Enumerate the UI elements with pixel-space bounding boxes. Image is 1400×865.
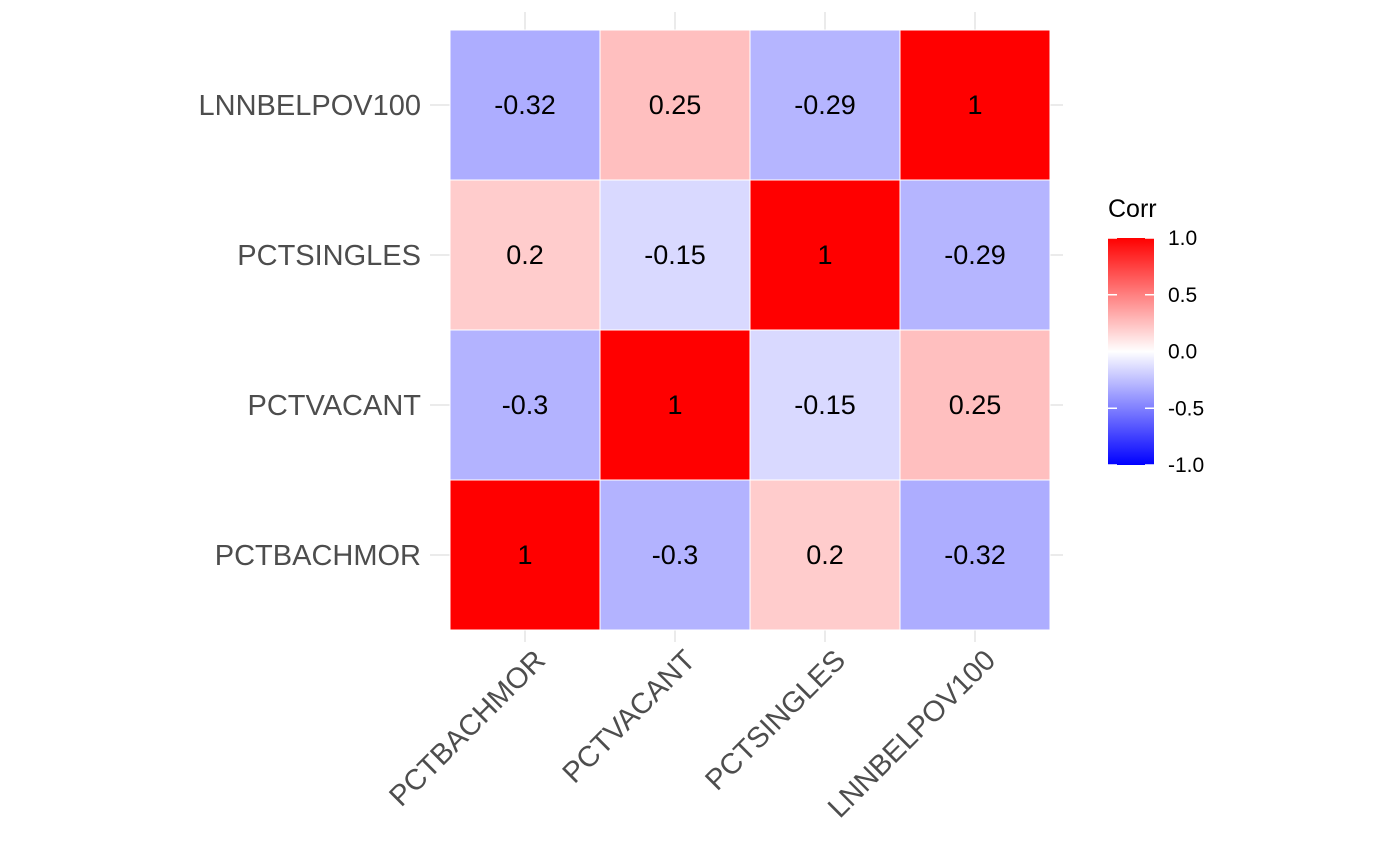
y-tick-label: PCTVACANT: [248, 390, 422, 422]
heatmap-cells: [449, 29, 1051, 631]
x-tick-label: PCTVACANT: [557, 644, 702, 789]
heatmap-cell-label: 0.25: [649, 90, 702, 120]
heatmap-cell-label: 0.2: [506, 240, 544, 270]
heatmap-cell-label: 1: [517, 540, 532, 570]
heatmap-cell: [449, 479, 601, 631]
x-tick-label: LNNBELPOV100: [822, 644, 1002, 824]
heatmap-cell-label: -0.32: [944, 540, 1006, 570]
heatmap-cell-label: 0.2: [806, 540, 844, 570]
heatmap-cell: [749, 479, 901, 631]
heatmap-cell-label: 0.25: [949, 390, 1002, 420]
heatmap-cell: [449, 29, 601, 181]
heatmap-cell: [599, 29, 751, 181]
legend-tick-label: -1.0: [1168, 454, 1204, 477]
x-tick-label: PCTBACHMOR: [383, 644, 551, 812]
x-axis: PCTBACHMOR PCTVACANTPCTSINGLESLNNBELPOV10…: [383, 644, 1001, 824]
heatmap-cell-label: -0.15: [794, 390, 856, 420]
heatmap-cell: [899, 29, 1051, 181]
heatmap-cell: [899, 479, 1051, 631]
legend-tick-label: 0.0: [1168, 341, 1197, 364]
x-tick-label: PCTSINGLES: [699, 644, 852, 797]
legend-tick-label: -0.5: [1168, 397, 1204, 420]
legend-ticks: 1.0 0.5 0.0 -0.5 -1.0: [1108, 227, 1204, 477]
legend-tick-label: 0.5: [1168, 284, 1197, 307]
heatmap-cell-label: -0.3: [502, 390, 549, 420]
heatmap-cell-label: 1: [967, 90, 982, 120]
heatmap-cell: [449, 179, 601, 331]
heatmap-cell: [899, 179, 1051, 331]
heatmap-cell-label: -0.32: [494, 90, 556, 120]
heatmap-cell: [599, 479, 751, 631]
y-tick-label: PCTBACHMOR: [215, 540, 421, 572]
heatmap-cell-label: -0.3: [652, 540, 699, 570]
y-tick-label: PCTSINGLES: [237, 240, 421, 272]
heatmap-cell: [749, 29, 901, 181]
heatmap-cell-label: -0.29: [794, 90, 856, 120]
heatmap-cell: [749, 179, 901, 331]
legend: Corr 1.0 0.5 0.0 -0.5 -1.0: [1108, 195, 1204, 477]
heatmap-cell: [599, 329, 751, 481]
legend-tick-label: 1.0: [1168, 227, 1197, 250]
heatmap-cell-label: -0.29: [944, 240, 1006, 270]
heatmap-cell-label: -0.15: [644, 240, 706, 270]
y-tick-label: LNNBELPOV100: [199, 90, 421, 122]
heatmap-cell: [899, 329, 1051, 481]
legend-title: Corr: [1108, 195, 1157, 223]
heatmap-cell-label: 1: [817, 240, 832, 270]
heatmap-cell-labels: 1 -0.3 0.2 -0.32 -0.3 1 -0.15 0.25 0.2 -0.15 1 -0.2…: [494, 90, 1006, 570]
y-axis: PCTBACHMOR PCTVACANT PCTSINGLES LNNBELPOV10…: [199, 90, 422, 572]
heatmap-cell-label: 1: [667, 390, 682, 420]
